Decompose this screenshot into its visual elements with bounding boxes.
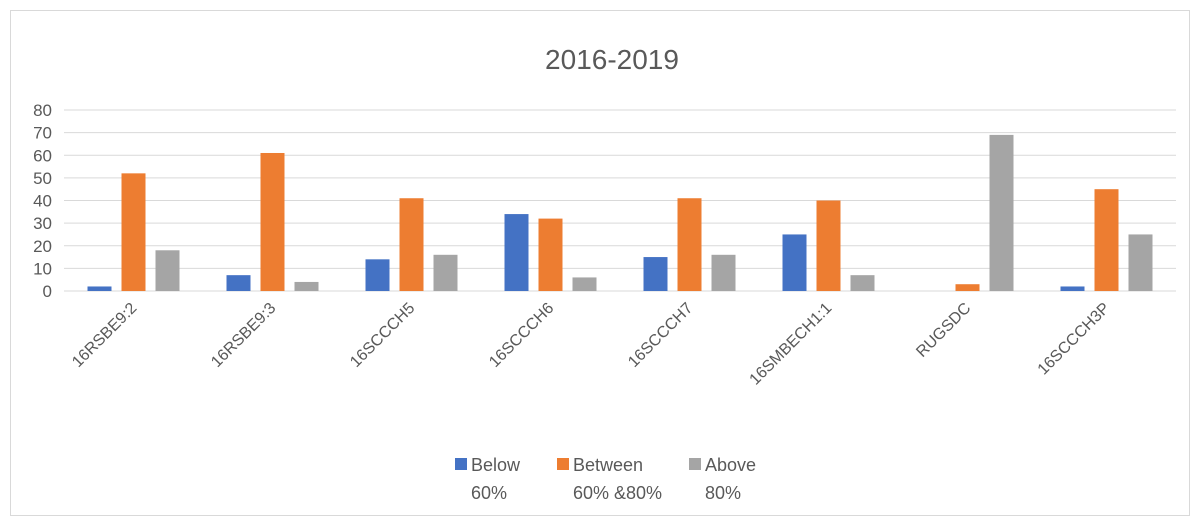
bar: [1128, 234, 1153, 291]
y-tick-label: 70: [33, 124, 52, 143]
bar: [1094, 189, 1119, 291]
bar: [989, 134, 1014, 291]
legend-label: 60% &80%: [573, 483, 662, 503]
x-category-label: 16SMBECH1:1: [747, 300, 836, 389]
bar: [294, 281, 319, 291]
y-tick-label: 30: [33, 214, 52, 233]
legend-item: Below 60%: [455, 455, 521, 503]
bar: [955, 284, 980, 291]
bar: [504, 214, 529, 291]
legend-swatch: [689, 458, 701, 470]
x-category-label: 16SCCCH3P: [1035, 300, 1114, 379]
y-tick-label: 0: [43, 282, 52, 301]
y-tick-label: 60: [33, 146, 52, 165]
legend-label: Between: [573, 455, 643, 475]
legend-item: Above 80%: [689, 455, 756, 503]
legend-label: 80%: [705, 483, 741, 503]
bar: [399, 198, 424, 291]
y-tick-label: 50: [33, 169, 52, 188]
bar: [433, 254, 458, 291]
bar: [226, 275, 251, 291]
y-tick-label: 20: [33, 237, 52, 256]
x-category-label: 16RSBE9:3: [208, 300, 279, 371]
bar: [538, 218, 563, 291]
legend-label: Below: [471, 455, 521, 475]
bar: [1060, 286, 1085, 291]
y-axis-ticks: 0 10 20 30 40 50 60 70 80: [33, 101, 52, 301]
bar: [816, 200, 841, 291]
legend-label: 60%: [471, 483, 507, 503]
y-tick-label: 80: [33, 101, 52, 120]
legend-label: Above: [705, 455, 756, 475]
x-category-label: 16SCCCH6: [486, 300, 557, 371]
legend-swatch: [455, 458, 467, 470]
bar: [155, 250, 180, 291]
y-tick-label: 40: [33, 192, 52, 211]
legend-swatch: [557, 458, 569, 470]
y-tick-label: 10: [33, 259, 52, 278]
x-category-label: RUGSDC: [913, 300, 974, 361]
bar: [850, 275, 875, 291]
legend-item: Between 60% &80%: [557, 455, 662, 503]
legend: Below 60% Between 60% &80% Above 80%: [455, 455, 756, 503]
bar: [782, 234, 807, 291]
x-axis-labels: 16RSBE9:2 16RSBE9:3 16SCCCH5 16SCCCH6 16SCCC…: [69, 300, 1113, 389]
bar: [121, 173, 146, 291]
bar: [365, 259, 390, 291]
x-category-label: 16RSBE9:2: [69, 300, 140, 371]
bar: [260, 152, 285, 291]
bar: [677, 198, 702, 291]
bar: [572, 277, 597, 291]
chart-title: 2016-2019: [545, 44, 679, 75]
x-category-label: 16SCCCH5: [347, 300, 418, 371]
bar: [643, 257, 668, 291]
bar: [711, 254, 736, 291]
bar: [87, 286, 112, 291]
x-category-label: 16SCCCH7: [625, 300, 696, 371]
bars: [87, 134, 1153, 291]
